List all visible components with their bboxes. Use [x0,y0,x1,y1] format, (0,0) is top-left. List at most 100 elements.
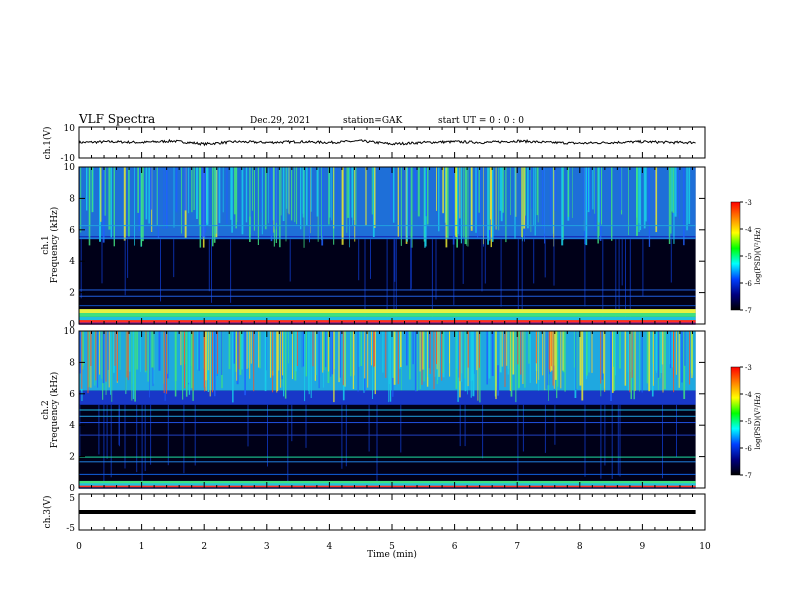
ch3-ylabel: ch.3(V) [42,496,53,529]
spec-streak [457,167,459,235]
spec-streak [241,167,244,235]
colorbar-tick-label: -4 [745,391,752,399]
spec-streak [308,331,310,395]
spec-streak [416,331,418,392]
spec-streak [602,331,604,374]
spec-streak [331,331,334,375]
spec-streak [584,167,586,245]
spec-streak [678,331,680,388]
spec-streak [583,167,585,231]
spec-streak [671,331,674,368]
spec-streak [321,167,322,241]
spec-streak-hot [459,331,461,382]
spec-low-band [79,320,696,324]
spec-streak [657,331,660,378]
spec-streak-hot [95,331,97,381]
spec-streak [314,331,316,381]
spec-streak [515,167,517,217]
colorbar-tick-label: -7 [745,307,752,315]
spec-faint-streak [287,404,289,485]
spec-streak [331,167,333,221]
spec-streak-hot [87,331,89,394]
spec-streak [347,167,350,218]
spec-streak [218,167,221,224]
spec-streak [163,167,165,229]
spec-streak [102,167,105,243]
spec-streak [272,167,274,221]
spec-streak-hot [634,331,636,391]
spec-faint-streak [141,404,143,486]
spec-streak [191,167,193,213]
spec-streak [125,331,127,394]
spec-streak [449,331,450,364]
xaxis-tick-label: 1 [139,542,145,552]
spec-streak [487,167,489,245]
spec-faint-streak [462,239,464,284]
spec-streak [110,167,112,238]
spec-streak-hot [591,331,593,373]
time-ticks [78,127,706,530]
spec-streak [215,167,217,234]
spec-streak [587,167,590,213]
spec-streak [302,331,305,367]
spec-faint-streak [118,404,120,445]
spec-streak [276,331,279,391]
spec-streak [545,331,547,389]
spec-streak [458,331,460,378]
spec-low-band [79,480,696,486]
spec-streak [296,167,298,225]
spec-streak [294,167,296,223]
spec-streak [393,167,395,223]
spec-streak-hot [312,331,314,367]
spec-streak-hot [322,331,324,373]
spec-streak [301,331,303,368]
spec-streak-hot [373,331,375,367]
xaxis-tick-label: 5 [389,542,395,552]
spec-streak [498,167,500,231]
xaxis-tick-label: 10 [699,542,711,552]
spec2-ylabel-ch: ch.2 [41,400,51,419]
spec-streak [572,167,573,218]
spec-streak [87,331,90,388]
spec-streak-hot [373,331,375,368]
spec-streak [446,167,449,239]
spec-streak-hot [689,331,691,385]
spec-streak-hot [90,331,92,366]
spec-streak [148,167,150,224]
spec-streak [236,331,239,385]
spec-streak-hot [501,331,503,367]
spec-faint-streak [386,239,388,319]
spec-streak [613,331,616,392]
spec-streak [300,167,302,230]
spec-streak [151,331,154,368]
spec-faint-streak [395,239,397,321]
spec-streak [100,167,102,222]
spec-faint-streak [617,404,619,476]
spec-streak [102,331,105,384]
spec-hline [79,409,696,411]
spec-streak-hot [212,331,213,393]
spec-faint-streak [364,239,366,324]
spec-streak-hot [205,331,207,391]
spec-streak [600,167,603,225]
spec-streak [328,167,331,218]
spec-streak [639,167,642,231]
spec-streak [360,331,362,366]
colorbar-tick-label: -3 [745,199,752,207]
spec-streak [464,331,467,392]
spec-streak [515,331,517,403]
spec-streak [239,331,242,375]
spec-streak [630,331,632,400]
spec-streak [414,331,417,392]
spec-faint-streak [394,239,396,282]
spec-streak [269,331,272,378]
spec-streak [233,331,235,364]
spec-streak [636,167,638,236]
spec-streak [330,331,332,377]
spec-ytick-label: 2 [69,289,75,299]
spec-streak [365,167,367,226]
spec-streak [363,331,365,393]
spec-streak [664,331,666,390]
spec-hline [79,225,696,227]
spec-upper-band [79,331,696,391]
